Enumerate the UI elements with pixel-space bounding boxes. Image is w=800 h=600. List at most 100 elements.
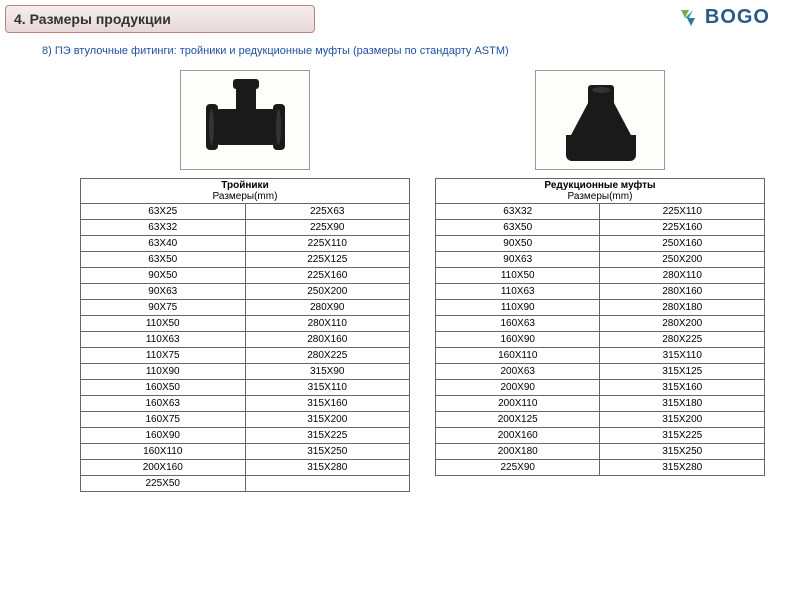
table-cell: 315X125 (600, 364, 765, 380)
table-subtitle: Размеры(mm) (440, 191, 760, 202)
table-cell: 250X200 (245, 284, 410, 300)
table-cell: 200X160 (436, 428, 600, 444)
table-row: 90X50250X160 (436, 236, 765, 252)
table-cell: 90X63 (81, 284, 246, 300)
reducer-sizes-table: Редукционные муфты Размеры(mm) 63X32225X… (435, 178, 765, 476)
table-row: 110X75280X225 (81, 348, 410, 364)
table-row: 160X75315X200 (81, 412, 410, 428)
table-cell: 110X63 (81, 332, 246, 348)
table-cell: 110X50 (436, 268, 600, 284)
table-header: Редукционные муфты Размеры(mm) (436, 179, 765, 204)
logo-icon (675, 7, 701, 29)
table-row: 225X50 (81, 476, 410, 492)
right-panel: Редукционные муфты Размеры(mm) 63X32225X… (435, 70, 765, 476)
table-row: 200X90315X160 (436, 380, 765, 396)
table-cell: 63X32 (436, 204, 600, 220)
table-row: 90X50225X160 (81, 268, 410, 284)
table-row: 110X50280X110 (81, 316, 410, 332)
table-cell: 225X63 (245, 204, 410, 220)
table-row: 160X110315X250 (81, 444, 410, 460)
table-row: 160X50315X110 (81, 380, 410, 396)
table-row: 160X110315X110 (436, 348, 765, 364)
table-cell: 90X63 (436, 252, 600, 268)
table-row: 200X180315X250 (436, 444, 765, 460)
table-cell: 225X110 (600, 204, 765, 220)
table-cell: 160X75 (81, 412, 246, 428)
table-row: 90X63250X200 (81, 284, 410, 300)
table-cell: 110X75 (81, 348, 246, 364)
table-cell: 110X63 (436, 284, 600, 300)
table-cell: 160X63 (81, 396, 246, 412)
table-cell: 315X225 (600, 428, 765, 444)
table-row: 160X63280X200 (436, 316, 765, 332)
table-subtitle: Размеры(mm) (85, 191, 405, 202)
left-panel: Тройники Размеры(mm) 63X25225X6363X32225… (80, 70, 410, 492)
table-cell: 315X280 (600, 460, 765, 476)
table-cell: 225X50 (81, 476, 246, 492)
table-row: 63X25225X63 (81, 204, 410, 220)
table-cell: 315X200 (600, 412, 765, 428)
table-cell: 200X63 (436, 364, 600, 380)
table-cell: 280X90 (245, 300, 410, 316)
table-row: 200X110315X180 (436, 396, 765, 412)
table-cell: 315X280 (245, 460, 410, 476)
table-cell: 160X110 (81, 444, 246, 460)
table-cell: 280X180 (600, 300, 765, 316)
table-cell: 315X160 (245, 396, 410, 412)
table-cell: 63X32 (81, 220, 246, 236)
table-cell: 280X200 (600, 316, 765, 332)
table-cell: 315X225 (245, 428, 410, 444)
table-cell: 315X110 (245, 380, 410, 396)
table-cell: 200X160 (81, 460, 246, 476)
table-cell: 315X90 (245, 364, 410, 380)
table-row: 110X90315X90 (81, 364, 410, 380)
table-cell: 225X110 (245, 236, 410, 252)
table-cell: 315X160 (600, 380, 765, 396)
table-row: 110X50280X110 (436, 268, 765, 284)
table-cell: 200X90 (436, 380, 600, 396)
table-row: 63X32225X90 (81, 220, 410, 236)
table-row: 90X63250X200 (436, 252, 765, 268)
table-row: 160X90280X225 (436, 332, 765, 348)
table-cell: 200X110 (436, 396, 600, 412)
table-cell: 90X50 (436, 236, 600, 252)
table-cell: 63X50 (81, 252, 246, 268)
table-row: 160X90315X225 (81, 428, 410, 444)
table-row: 63X32225X110 (436, 204, 765, 220)
table-cell: 225X90 (436, 460, 600, 476)
table-cell: 250X160 (600, 236, 765, 252)
table-cell: 63X40 (81, 236, 246, 252)
table-cell: 90X75 (81, 300, 246, 316)
table-cell: 63X50 (436, 220, 600, 236)
table-row: 200X160315X280 (81, 460, 410, 476)
brand-logo: BOGO (675, 6, 770, 29)
table-row: 63X40225X110 (81, 236, 410, 252)
section-header: 4. Размеры продукции (5, 5, 315, 33)
table-row: 90X75280X90 (81, 300, 410, 316)
section-title: 4. Размеры продукции (14, 11, 171, 27)
reducer-table-body: 63X32225X11063X50225X16090X50250X16090X6… (436, 204, 765, 476)
table-header: Тройники Размеры(mm) (81, 179, 410, 204)
table-cell: 160X50 (81, 380, 246, 396)
table-cell: 315X180 (600, 396, 765, 412)
table-cell: 110X50 (81, 316, 246, 332)
reducer-fitting-image (535, 70, 665, 170)
table-row: 225X90315X280 (436, 460, 765, 476)
table-cell: 225X125 (245, 252, 410, 268)
table-row: 160X63315X160 (81, 396, 410, 412)
table-cell: 280X160 (600, 284, 765, 300)
table-row: 200X63315X125 (436, 364, 765, 380)
table-row: 63X50225X125 (81, 252, 410, 268)
table-cell: 280X225 (600, 332, 765, 348)
table-cell: 280X160 (245, 332, 410, 348)
table-cell: 250X200 (600, 252, 765, 268)
table-row: 200X125315X200 (436, 412, 765, 428)
table-cell: 110X90 (436, 300, 600, 316)
table-cell: 63X25 (81, 204, 246, 220)
table-row: 110X63280X160 (81, 332, 410, 348)
table-cell: 160X63 (436, 316, 600, 332)
table-cell: 110X90 (81, 364, 246, 380)
tee-table-body: 63X25225X6363X32225X9063X40225X11063X502… (81, 204, 410, 492)
table-cell: 315X200 (245, 412, 410, 428)
page-subtitle: 8) ПЭ втулочные фитинги: тройники и реду… (42, 45, 509, 57)
